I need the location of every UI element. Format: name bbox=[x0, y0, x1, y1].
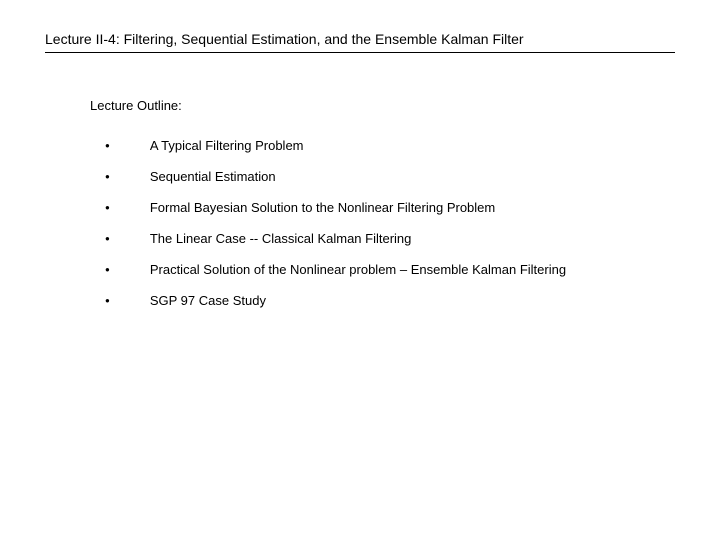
list-item: ● Formal Bayesian Solution to the Nonlin… bbox=[105, 200, 675, 215]
item-text: Practical Solution of the Nonlinear prob… bbox=[150, 262, 675, 277]
list-item: ● Sequential Estimation bbox=[105, 169, 675, 184]
item-text: Sequential Estimation bbox=[150, 169, 675, 184]
bullet-icon: ● bbox=[105, 265, 150, 274]
outline-heading: Lecture Outline: bbox=[90, 98, 675, 113]
outline-section: Lecture Outline: ● A Typical Filtering P… bbox=[45, 98, 675, 308]
list-item: ● SGP 97 Case Study bbox=[105, 293, 675, 308]
item-text: Formal Bayesian Solution to the Nonlinea… bbox=[150, 200, 675, 215]
item-text: A Typical Filtering Problem bbox=[150, 138, 675, 153]
lecture-title: Lecture II-4: Filtering, Sequential Esti… bbox=[45, 30, 675, 53]
list-item: ● Practical Solution of the Nonlinear pr… bbox=[105, 262, 675, 277]
list-item: ● The Linear Case -- Classical Kalman Fi… bbox=[105, 231, 675, 246]
outline-list: ● A Typical Filtering Problem ● Sequenti… bbox=[90, 138, 675, 308]
item-text: The Linear Case -- Classical Kalman Filt… bbox=[150, 231, 675, 246]
item-text: SGP 97 Case Study bbox=[150, 293, 675, 308]
bullet-icon: ● bbox=[105, 203, 150, 212]
bullet-icon: ● bbox=[105, 234, 150, 243]
bullet-icon: ● bbox=[105, 141, 150, 150]
bullet-icon: ● bbox=[105, 296, 150, 305]
list-item: ● A Typical Filtering Problem bbox=[105, 138, 675, 153]
bullet-icon: ● bbox=[105, 172, 150, 181]
